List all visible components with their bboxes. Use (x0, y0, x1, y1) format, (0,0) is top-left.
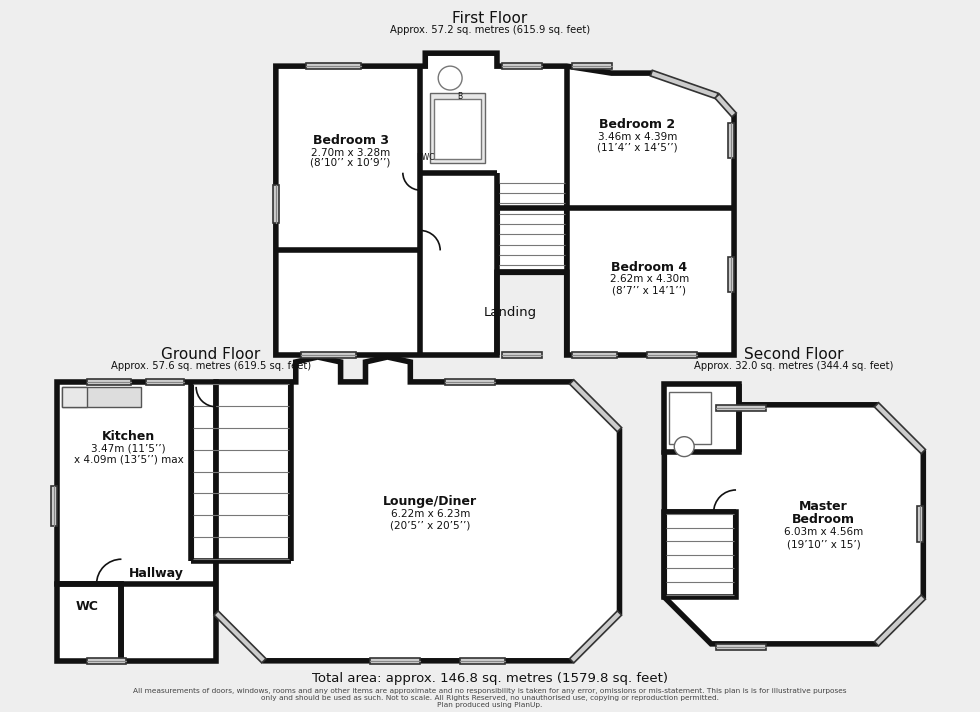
Bar (716, 405, 766, 411)
Text: 6.22m x 6.23m: 6.22m x 6.23m (391, 509, 470, 519)
Bar (502, 63, 542, 69)
Text: Bedroom 3: Bedroom 3 (313, 135, 388, 147)
Polygon shape (714, 94, 736, 117)
Text: (19’10’’ x 15’): (19’10’’ x 15’) (787, 539, 860, 549)
Text: Plan produced using PlanUp.: Plan produced using PlanUp. (437, 701, 543, 708)
Text: Bedroom 2: Bedroom 2 (600, 118, 675, 132)
Text: Approx. 57.6 sq. metres (619.5 sq. feet): Approx. 57.6 sq. metres (619.5 sq. feet) (111, 361, 312, 371)
Text: B: B (458, 92, 463, 100)
Text: Landing: Landing (483, 305, 536, 319)
Bar (571, 352, 616, 358)
Text: alan: alan (768, 514, 829, 538)
Bar (648, 352, 697, 358)
Text: Bedroom: Bedroom (792, 513, 856, 526)
Text: (8’7’’ x 14’1’’): (8’7’’ x 14’1’’) (612, 286, 686, 295)
Polygon shape (214, 611, 266, 663)
Polygon shape (651, 70, 718, 99)
Polygon shape (216, 357, 619, 661)
Text: Ground Floor: Ground Floor (162, 347, 261, 362)
Text: (20’5’’ x 20’5’’): (20’5’’ x 20’5’’) (390, 520, 470, 530)
Polygon shape (569, 611, 621, 663)
Bar (51, 486, 57, 526)
Text: hawkins: hawkins (183, 519, 299, 543)
Text: Bedroom 4: Bedroom 4 (612, 261, 687, 274)
Text: All measurements of doors, windows, rooms and any other items are approximate an: All measurements of doors, windows, room… (133, 688, 847, 693)
Text: only and should be used as such. Not to scale. All Rights Reserved, no unauthori: only and should be used as such. Not to … (261, 695, 719, 701)
Text: HWC: HWC (416, 153, 434, 162)
Bar (669, 392, 711, 444)
Polygon shape (874, 403, 925, 454)
Text: alan: alan (460, 191, 520, 214)
Polygon shape (57, 584, 122, 661)
Bar (86, 658, 126, 664)
Text: 3.47m (11’5’’): 3.47m (11’5’’) (91, 444, 166, 454)
Bar (461, 658, 505, 664)
Polygon shape (569, 379, 621, 431)
Text: 2.70m x 3.28m: 2.70m x 3.28m (311, 148, 390, 158)
Bar (434, 99, 481, 159)
Text: Approx. 57.2 sq. metres (615.9 sq. feet): Approx. 57.2 sq. metres (615.9 sq. feet) (390, 25, 590, 36)
Text: alan: alan (211, 499, 271, 523)
Bar (86, 379, 131, 385)
Bar (502, 352, 542, 358)
Polygon shape (874, 595, 925, 646)
Bar (301, 352, 356, 358)
Text: Total area: approx. 146.8 sq. metres (1579.8 sq. feet): Total area: approx. 146.8 sq. metres (15… (312, 672, 668, 685)
Text: 2.62m x 4.30m: 2.62m x 4.30m (610, 274, 689, 284)
Text: Master: Master (800, 500, 848, 513)
Text: (8’10’’ x 10’9’’): (8’10’’ x 10’9’’) (311, 158, 391, 168)
Text: WC: WC (75, 600, 98, 612)
Bar (370, 658, 420, 664)
Circle shape (438, 66, 463, 90)
Bar (306, 63, 361, 69)
Circle shape (674, 436, 694, 456)
Bar (430, 93, 485, 163)
Bar (62, 387, 86, 407)
Text: hawkins: hawkins (432, 211, 548, 234)
Text: Approx. 32.0 sq. metres (344.4 sq. feet): Approx. 32.0 sq. metres (344.4 sq. feet) (694, 361, 894, 371)
Text: First Floor: First Floor (453, 11, 527, 26)
Polygon shape (664, 513, 736, 597)
Bar (62, 387, 141, 407)
Bar (728, 123, 734, 158)
Text: Hallway: Hallway (128, 567, 183, 580)
Polygon shape (57, 382, 216, 661)
Polygon shape (664, 405, 923, 644)
Text: 3.46m x 4.39m: 3.46m x 4.39m (598, 132, 677, 142)
Polygon shape (275, 53, 734, 355)
Bar (445, 379, 495, 385)
Bar (716, 644, 766, 650)
Text: x 4.09m (13’5’’) max: x 4.09m (13’5’’) max (74, 454, 183, 465)
Text: (11’4’’ x 14’5’’): (11’4’’ x 14’5’’) (597, 143, 678, 153)
Text: hawkins: hawkins (741, 534, 857, 558)
Text: Lounge/Diner: Lounge/Diner (383, 495, 477, 508)
Bar (272, 184, 279, 223)
Bar (728, 257, 734, 292)
Bar (146, 379, 184, 385)
Text: Kitchen: Kitchen (102, 430, 155, 443)
Polygon shape (664, 384, 739, 451)
Text: 6.03m x 4.56m: 6.03m x 4.56m (784, 528, 863, 538)
Text: Second Floor: Second Floor (744, 347, 844, 362)
Bar (571, 63, 612, 69)
Bar (917, 506, 923, 543)
